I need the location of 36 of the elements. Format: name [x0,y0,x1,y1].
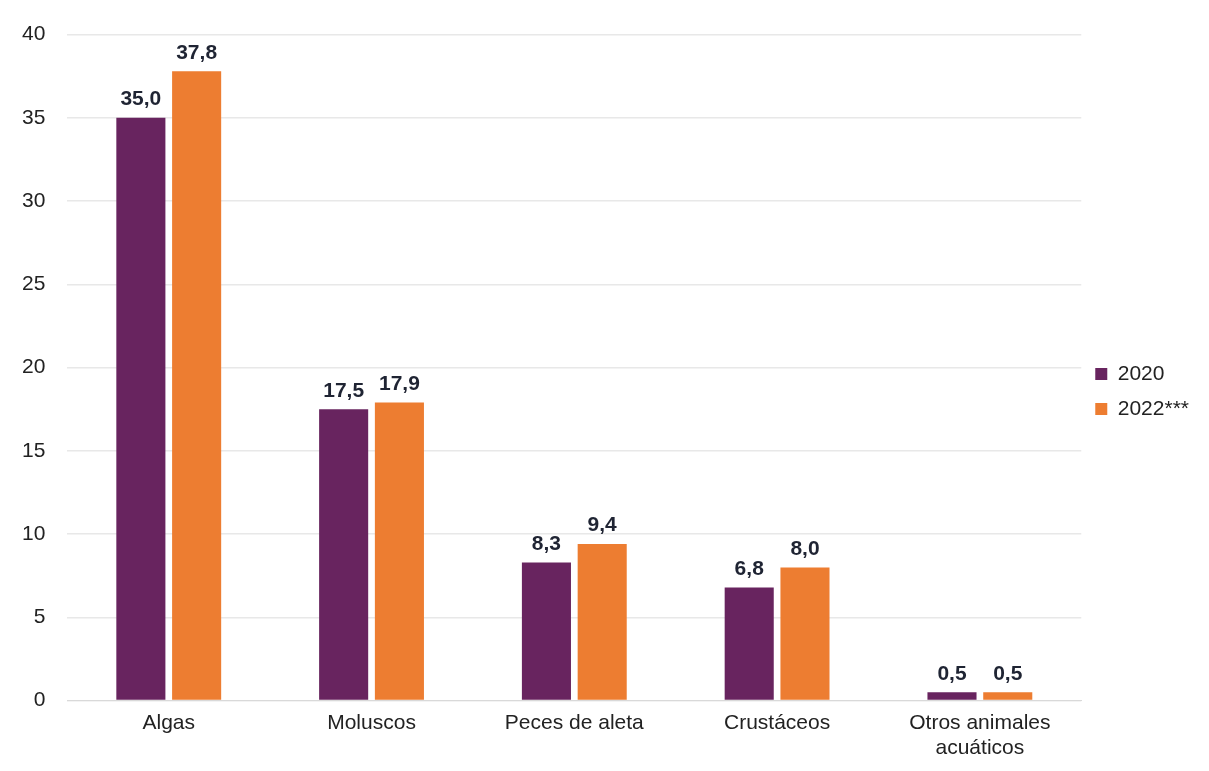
y-tick-label: 30 [22,187,46,211]
data-label: 37,8 [176,39,218,63]
y-tick-label: 0 [33,687,46,711]
bar [780,567,830,700]
x-tick-label: Algas [142,710,196,733]
bar [521,562,571,700]
y-tick-label: 10 [22,520,46,544]
y-tick-label: 15 [22,437,46,461]
bar [724,587,774,700]
data-label: 35,0 [120,86,162,110]
bar [116,117,166,700]
y-tick-label: 40 [22,21,46,45]
x-tick-label: Moluscos [327,710,416,733]
data-label: 0,5 [993,660,1023,684]
x-tick-label: Peces de aleta [504,710,645,733]
data-label: 6,8 [734,555,765,579]
legend-label: 2022*** [1117,395,1189,419]
bar [983,692,1033,700]
data-label: 17,5 [323,377,365,401]
bar [577,544,627,700]
bar [172,71,222,700]
data-label: 17,9 [378,370,420,394]
data-label: 8,0 [790,535,820,559]
x-tick-label: Crustáceos [723,710,831,733]
bar [374,402,424,700]
data-label: 0,5 [937,660,967,684]
x-tick-label: Otros animales acuáticos [909,710,1051,759]
legend-label: 2020 [1117,360,1165,384]
y-tick-label: 20 [22,354,46,378]
data-label: 9,4 [587,512,618,536]
y-tick-label: 35 [22,104,46,128]
y-tick-label: 25 [22,271,46,295]
bar [927,692,977,700]
y-tick-label: 5 [33,604,46,628]
data-label: 8,3 [531,530,562,554]
bar [319,409,369,700]
